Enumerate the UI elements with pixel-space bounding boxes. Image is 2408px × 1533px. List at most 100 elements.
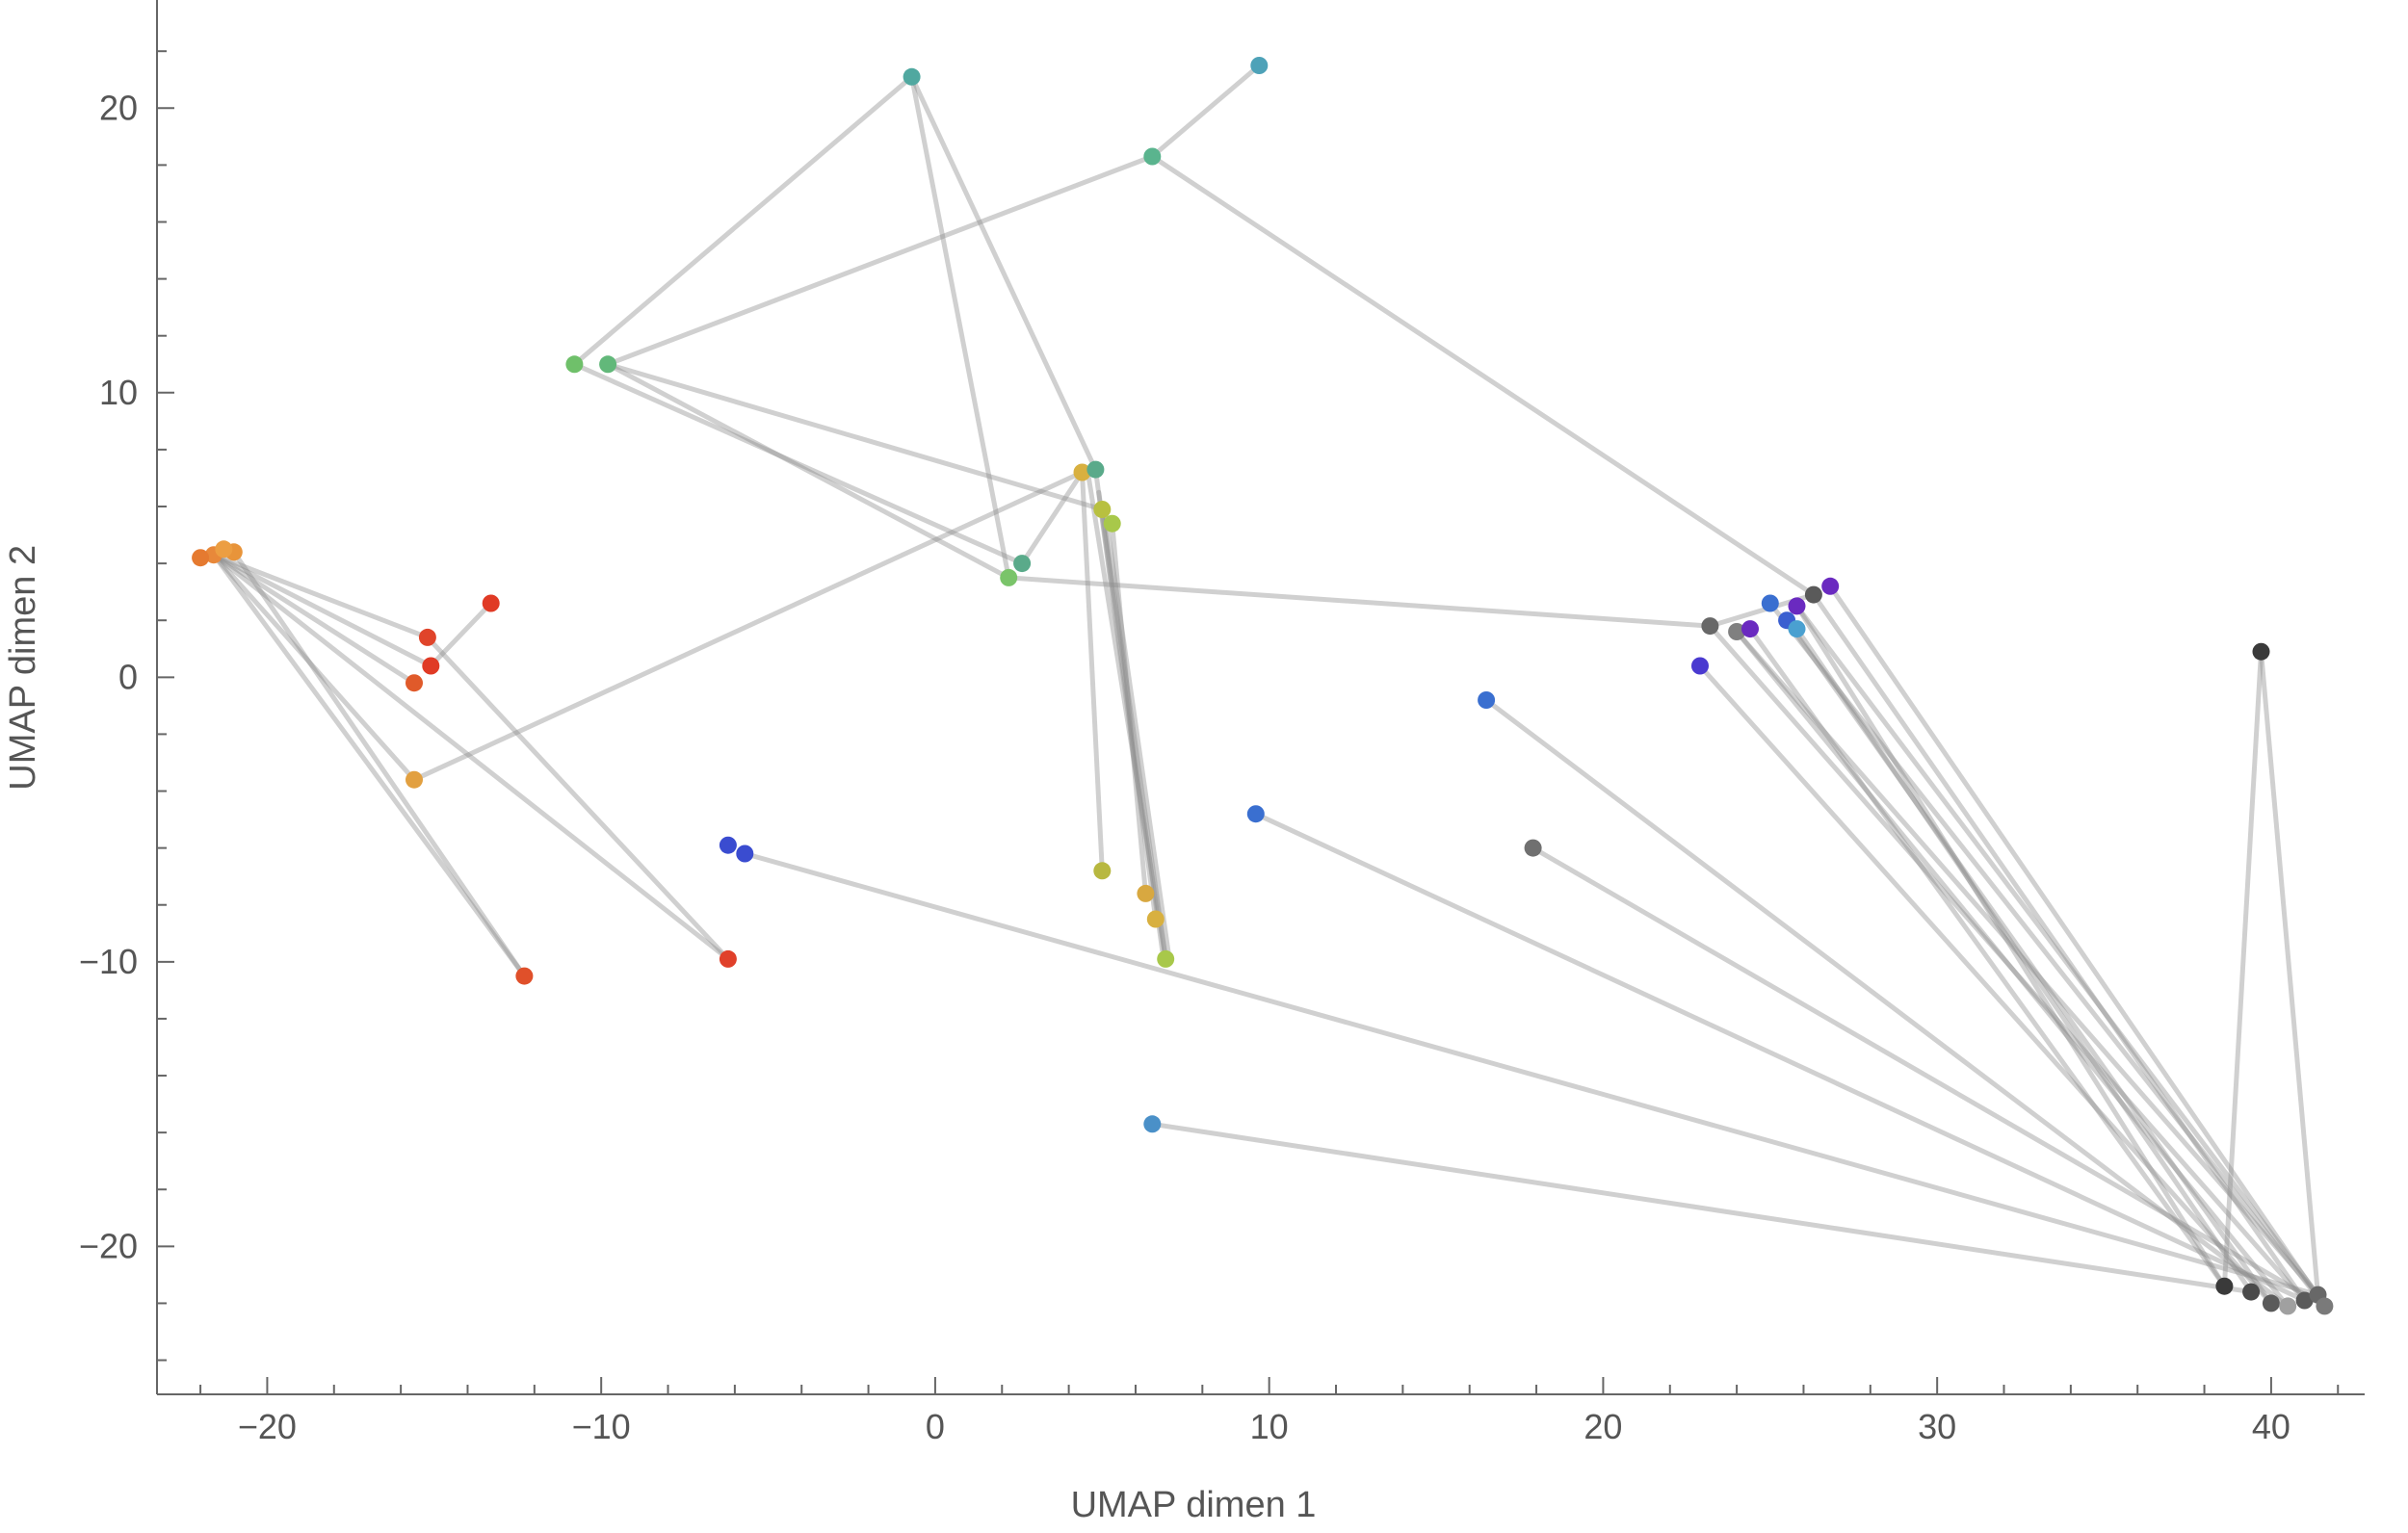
- data-point-8: [406, 770, 423, 789]
- data-point-36: [1761, 594, 1779, 612]
- x-tick-label: 20: [1584, 1407, 1622, 1446]
- edge-0: [211, 552, 431, 640]
- edge-31: [1483, 697, 2290, 1309]
- edge-22: [1092, 467, 1159, 922]
- data-point-25: [1137, 884, 1155, 902]
- data-point-34: [1728, 623, 1746, 640]
- data-point-3: [215, 540, 233, 559]
- data-point-12: [736, 844, 754, 863]
- edge-4: [211, 552, 527, 979]
- x-axis-label: UMAP dimen 1: [1071, 1485, 1317, 1525]
- data-point-26: [1146, 910, 1165, 928]
- edge-24: [1110, 521, 1148, 896]
- edge-1: [211, 552, 433, 668]
- edge-27: [1103, 512, 1172, 959]
- edge-11: [605, 154, 1155, 367]
- data-point-33: [1701, 617, 1719, 636]
- data-point-21: [1086, 460, 1105, 479]
- data-point-20: [1073, 463, 1091, 481]
- data-point-30: [1524, 839, 1542, 857]
- data-point-24: [1093, 862, 1112, 880]
- data-point-22: [1093, 501, 1112, 518]
- data-point-47: [2295, 1291, 2314, 1310]
- data-point-38: [1788, 620, 1806, 638]
- data-point-19: [1013, 555, 1032, 573]
- edge-35: [1734, 629, 2320, 1298]
- edge-36: [1747, 626, 2227, 1289]
- data-point-28: [1246, 805, 1265, 823]
- edge-17: [1149, 63, 1262, 159]
- x-tick-label: 10: [1250, 1407, 1289, 1446]
- x-tick-label: 0: [926, 1407, 945, 1446]
- y-axis-label: UMAP dimen 2: [3, 545, 43, 791]
- data-point-46: [2279, 1297, 2297, 1315]
- data-point-18: [1000, 568, 1018, 586]
- edge-33: [1697, 663, 2274, 1306]
- edge-46: [2221, 649, 2264, 1289]
- edge-7: [428, 601, 494, 668]
- data-point-16: [1143, 147, 1162, 166]
- edge-13: [571, 361, 1025, 566]
- data-point-39: [1788, 597, 1806, 615]
- edge-18: [1149, 154, 1817, 598]
- y-tick-label: −20: [79, 1226, 138, 1265]
- edge-37: [1767, 601, 2327, 1309]
- edge-19: [1006, 575, 1713, 629]
- data-point-44: [2242, 1283, 2261, 1301]
- edge-30: [1253, 811, 2308, 1303]
- edge-38: [1784, 617, 2274, 1306]
- edge-39: [1794, 626, 2254, 1295]
- data-point-32: [1691, 657, 1709, 675]
- data-point-40: [1804, 585, 1822, 604]
- x-tick-label: 30: [1918, 1407, 1956, 1446]
- points-layer: [192, 57, 2334, 1315]
- y-tick-label: −10: [79, 942, 138, 981]
- ticks-layer: −20 −10 0 10 20 30 40 −20 −10 0 10 20: [79, 50, 2340, 1446]
- x-tick-label: 40: [2252, 1407, 2290, 1446]
- edge-43: [1734, 629, 2290, 1309]
- edge-2: [211, 552, 417, 686]
- edge-25: [1086, 476, 1168, 962]
- y-tick-label: 20: [99, 88, 138, 127]
- edge-28: [742, 851, 2320, 1298]
- data-point-45: [2262, 1294, 2280, 1312]
- edge-14: [605, 361, 1105, 512]
- x-tick-label: −10: [572, 1407, 631, 1446]
- edge-10: [571, 74, 915, 367]
- data-point-9: [515, 967, 534, 985]
- edge-20: [1019, 470, 1085, 566]
- data-point-17: [1250, 57, 1269, 74]
- edge-23: [1099, 507, 1168, 962]
- edge-32: [1531, 845, 2327, 1309]
- data-point-43: [2215, 1277, 2234, 1295]
- data-point-23: [1103, 514, 1121, 533]
- edge-41: [1811, 592, 2308, 1303]
- y-tick-label: 0: [118, 657, 138, 696]
- data-point-6: [406, 674, 423, 692]
- data-point-11: [719, 836, 737, 854]
- edge-9: [411, 470, 1085, 783]
- x-tick-label: −20: [238, 1407, 297, 1446]
- data-point-13: [565, 355, 584, 374]
- edge-8: [425, 635, 731, 962]
- data-point-15: [903, 67, 921, 86]
- data-point-49: [2316, 1297, 2334, 1315]
- edge-40: [1794, 603, 2320, 1298]
- data-point-4: [418, 628, 436, 646]
- data-point-10: [719, 949, 737, 968]
- data-point-35: [1741, 620, 1759, 638]
- edge-42: [1827, 584, 2327, 1309]
- data-point-2: [192, 549, 210, 567]
- edge-6: [231, 549, 527, 979]
- data-point-7: [482, 594, 500, 612]
- data-point-5: [422, 657, 440, 675]
- edge-44: [1794, 603, 2227, 1289]
- edge-26: [1096, 489, 1165, 953]
- y-tick-label: 10: [99, 373, 138, 412]
- edge-47: [2259, 649, 2320, 1298]
- data-point-14: [599, 355, 617, 374]
- edge-5: [211, 552, 731, 962]
- data-point-27: [1157, 949, 1175, 968]
- edge-34: [1707, 623, 2308, 1303]
